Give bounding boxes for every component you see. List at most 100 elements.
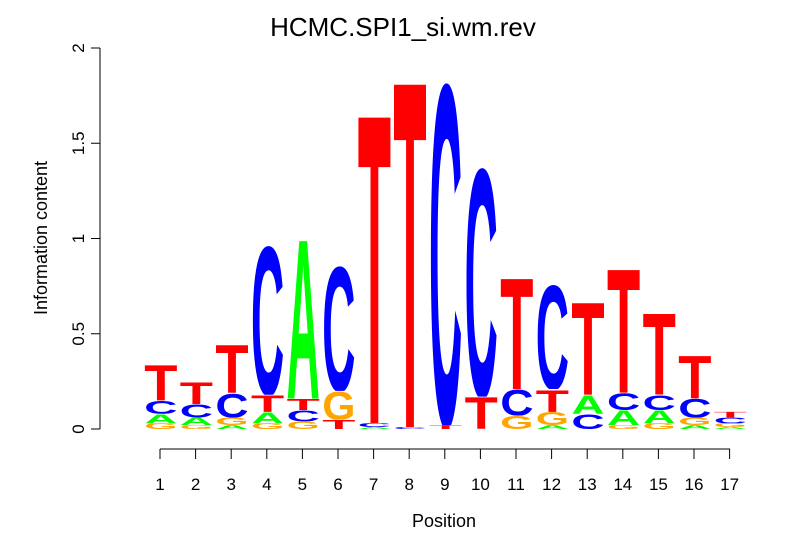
logo-letter-glyph: C	[287, 407, 321, 425]
logo-letter-G: G	[287, 421, 320, 429]
logo-letter-C: C	[322, 263, 355, 391]
logo-letter-A: A	[180, 416, 214, 428]
logo-letter-A: A	[215, 424, 248, 430]
y-axis-ticks: 0 0.5 1 1.5 2	[69, 43, 100, 434]
logo-letter-G: G	[322, 384, 355, 429]
logo-letter-T: T	[643, 311, 676, 395]
logo-letter-A: A	[251, 409, 285, 427]
logo-letter-C: C	[536, 254, 569, 421]
logo-letter-T: T	[251, 391, 285, 417]
x-tick-label: 9	[440, 475, 449, 494]
logo-letter-A: A	[714, 427, 747, 429]
logo-letter-G: G	[180, 424, 213, 430]
logo-letter-glyph: T	[429, 424, 463, 430]
logo-letter-glyph: A	[536, 424, 569, 430]
logo-letter-glyph: A	[251, 409, 285, 427]
logo-letter-glyph: C	[144, 397, 177, 418]
y-tick-label: 0.5	[69, 322, 88, 346]
logo-letter-A: A	[144, 412, 177, 427]
logo-letter-glyph: C	[465, 101, 498, 467]
logo-letter-T: T	[536, 389, 569, 412]
logo-letter-T: T	[322, 417, 356, 432]
x-tick-label: 10	[471, 475, 490, 494]
logo-letter-C: C	[571, 410, 604, 434]
logo-letter-glyph: C	[571, 410, 604, 434]
logo-letter-A: A	[536, 424, 569, 430]
logo-letter-T: T	[215, 332, 248, 408]
logo-letter-glyph: C	[536, 254, 569, 421]
logo-letter-glyph: T	[678, 344, 711, 412]
logo-letter-glyph: A	[215, 424, 248, 430]
logo-letter-T: T	[500, 246, 533, 423]
y-tick-label: 1.5	[69, 131, 88, 155]
logo-letter-glyph: T	[287, 395, 320, 413]
logo-letter-glyph: T	[215, 332, 248, 408]
logo-letter-G: G	[500, 412, 533, 433]
logo-letter-T: T	[714, 412, 747, 418]
logo-letter-A: A	[571, 395, 604, 414]
logo-letter-glyph: T	[607, 233, 640, 432]
logo-letter-glyph: C	[643, 391, 676, 415]
logo-letter-glyph: A	[180, 416, 214, 428]
logo-letter-glyph: G	[714, 422, 747, 428]
logo-letter-C: C	[607, 389, 640, 415]
logo-letter-glyph: A	[144, 412, 177, 427]
logo-letter-glyph: A	[678, 424, 711, 430]
logo-letter-glyph: C	[607, 389, 640, 415]
x-tick-label: 6	[333, 475, 342, 494]
x-axis-ticks: 1 2 3 4 5 6 7 8 9 10 11 12 13 14 15 16 17	[155, 449, 739, 494]
logo-letter-T: T	[607, 233, 640, 432]
x-tick-label: 5	[298, 475, 307, 494]
logo-letter-C: C	[393, 427, 426, 430]
logo-letter-T: T	[393, 71, 426, 427]
logo-letter-glyph: C	[180, 401, 213, 422]
logo-letter-glyph: T	[322, 417, 356, 432]
logo-letter-C: C	[180, 401, 213, 422]
logo-letter-glyph: T	[251, 391, 285, 417]
logo-letter-glyph: G	[536, 409, 569, 430]
logo-letter-glyph: C	[500, 383, 533, 424]
logo-letter-C: C	[358, 423, 391, 427]
x-tick-label: 14	[613, 475, 632, 494]
logo-letter-G: G	[536, 409, 569, 430]
x-tick-label: 12	[542, 475, 561, 494]
logo-letter-C: C	[500, 383, 533, 424]
logo-letter-T: T	[465, 397, 498, 429]
x-tick-label: 2	[191, 475, 200, 494]
logo-letter-glyph: T	[500, 246, 533, 423]
logo-letter-glyph: G	[500, 412, 533, 433]
logo-letter-G: G	[251, 423, 284, 429]
logo-letter-glyph: A	[358, 427, 391, 430]
x-tick-label: 16	[685, 475, 704, 494]
logo-letter-C: C	[643, 391, 676, 415]
logo-letter-A: A	[678, 424, 711, 430]
logo-letter-T: T	[180, 376, 213, 411]
logo-letter-G: G	[144, 423, 177, 429]
logo-letter-T: T	[429, 424, 463, 430]
logo-letter-glyph: T	[144, 356, 177, 413]
x-tick-label: 7	[369, 475, 378, 494]
logo-letter-C: C	[251, 242, 284, 394]
logo-letter-glyph: C	[393, 427, 426, 430]
logo-letter-C: C	[144, 397, 177, 418]
logo-letter-G: G	[607, 425, 640, 429]
logo-letter-glyph: G	[643, 422, 676, 431]
y-tick-label: 1	[69, 234, 88, 243]
logo-letter-glyph: T	[180, 376, 213, 411]
logo-letter-glyph: C	[215, 387, 248, 426]
logo-letter-A: A	[607, 410, 640, 425]
logo-letter-glyph: C	[678, 395, 711, 424]
logo-letter-glyph: G	[180, 424, 213, 430]
y-tick-label: 2	[69, 43, 88, 52]
logo-letter-glyph: A	[643, 407, 676, 428]
logo-letter-glyph: G	[678, 416, 711, 428]
logo-letter-C: C	[714, 416, 747, 425]
chart-title: HCMC.SPI1_si.wm.rev	[270, 12, 536, 42]
logo-letter-C: C	[429, 0, 462, 530]
x-tick-label: 8	[404, 475, 413, 494]
logo-letter-glyph: C	[429, 0, 462, 530]
x-tick-label: 13	[578, 475, 597, 494]
logo-letter-glyph: G	[322, 384, 355, 429]
logo-letter-glyph: C	[714, 416, 747, 425]
